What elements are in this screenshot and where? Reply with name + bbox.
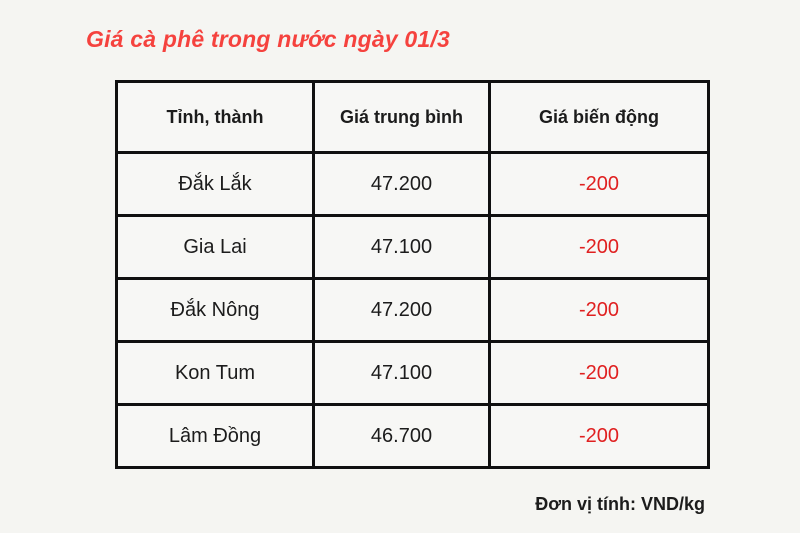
avg-price-cell: 47.100 — [312, 214, 491, 280]
coffee-price-table: Tỉnh, thành Giá trung bình Giá biến động… — [115, 80, 710, 469]
header-change: Giá biến động — [488, 80, 710, 154]
province-cell: Đắk Nông — [115, 277, 315, 343]
change-cell: -200 — [488, 403, 710, 469]
header-province: Tỉnh, thành — [115, 80, 315, 154]
header-row: Tỉnh, thành Giá trung bình Giá biến động — [115, 80, 710, 154]
header-avg-price: Giá trung bình — [312, 80, 491, 154]
province-cell: Lâm Đồng — [115, 403, 315, 469]
avg-price-cell: 47.200 — [312, 277, 491, 343]
table-row: Lâm Đồng 46.700 -200 — [115, 403, 710, 469]
change-cell: -200 — [488, 277, 710, 343]
table-row: Gia Lai 47.100 -200 — [115, 214, 710, 280]
table-row: Đắk Nông 47.200 -200 — [115, 277, 710, 343]
table-body: Đắk Lắk 47.200 -200 Gia Lai 47.100 -200 Đắk Nô… — [115, 151, 710, 469]
table-header: Tỉnh, thành Giá trung bình Giá biến động — [115, 80, 710, 154]
province-cell: Gia Lai — [115, 214, 315, 280]
page-title: Giá cà phê trong nước ngày 01/3 — [86, 26, 450, 52]
table-row: Kon Tum 47.100 -200 — [115, 340, 710, 406]
avg-price-cell: 47.200 — [312, 151, 491, 217]
province-cell: Đắk Lắk — [115, 151, 315, 217]
unit-note: Đơn vị tính: VND/kg — [535, 494, 705, 514]
province-cell: Kon Tum — [115, 340, 315, 406]
change-cell: -200 — [488, 151, 710, 217]
change-cell: -200 — [488, 340, 710, 406]
avg-price-cell: 47.100 — [312, 340, 491, 406]
avg-price-cell: 46.700 — [312, 403, 491, 469]
change-cell: -200 — [488, 214, 710, 280]
table-row: Đắk Lắk 47.200 -200 — [115, 151, 710, 217]
